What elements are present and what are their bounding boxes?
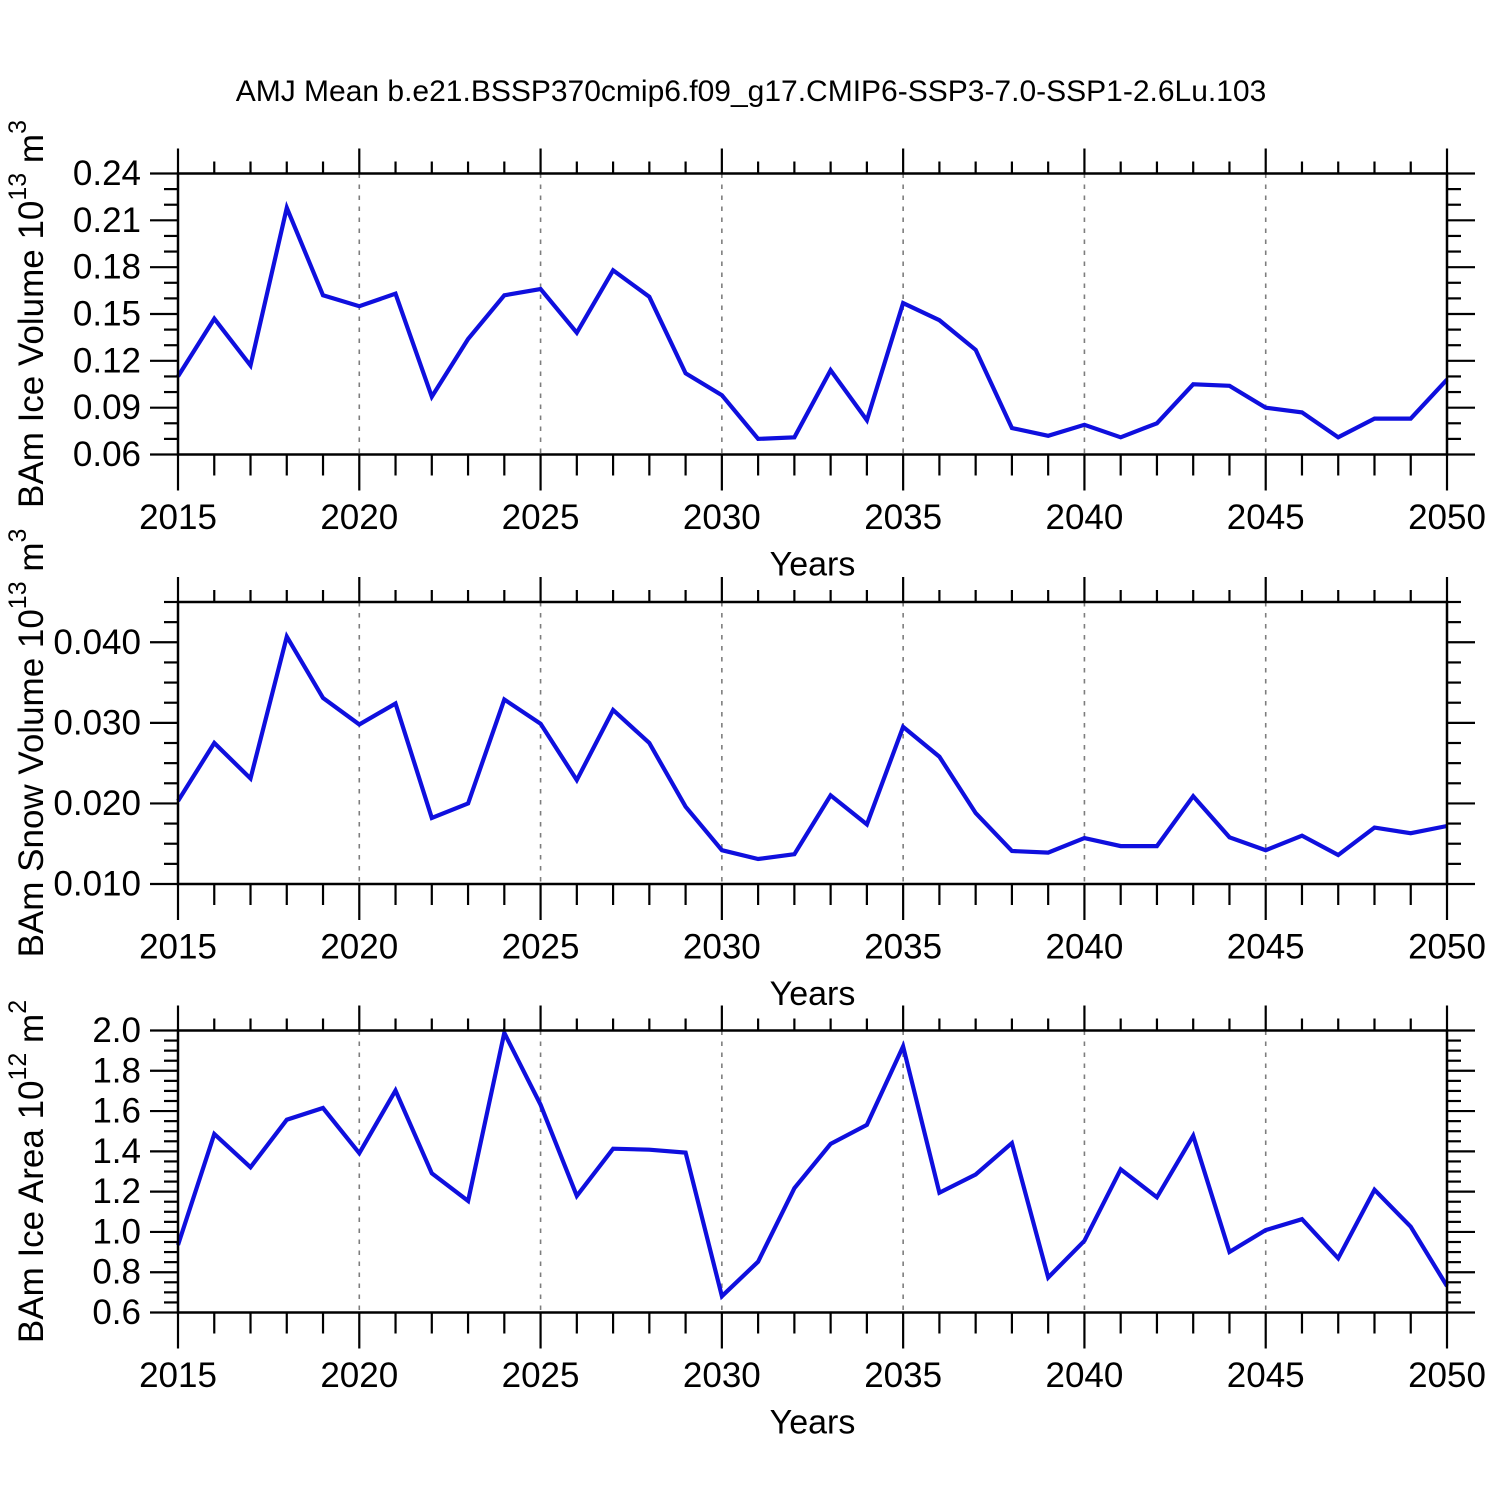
x-tick-label-ice-area-2035: 2035 [864,1356,942,1395]
x-tick-label-ice-volume-2045: 2045 [1227,498,1305,537]
x-tick-label-snow-volume-2030: 2030 [683,928,761,967]
tick-marks-snow-volume [150,577,1475,920]
y-tick-label-snow-volume-0.010: 0.010 [53,865,141,904]
y-axis-title-ice-volume: BAm Ice Volume 1013 m3 [4,120,51,508]
y-axis-title-ice-area: BAm Ice Area 1012 m2 [4,1000,51,1343]
x-tick-label-ice-volume-2025: 2025 [502,498,580,537]
ice-volume-series-line [176,200,1449,442]
tick-marks-ice-area [150,1005,1475,1349]
y-tick-label-ice-volume-0.21: 0.21 [73,201,141,240]
x-tick-label-snow-volume-2020: 2020 [320,928,398,967]
ice-area-series-line [176,1026,1449,1301]
y-tick-label-ice-volume-0.18: 0.18 [73,248,141,287]
x-tick-label-snow-volume-2035: 2035 [864,928,942,967]
x-axis-title-snow-volume: Years [770,975,856,1013]
x-tick-label-snow-volume-2015: 2015 [139,928,217,967]
panels-group: 0.06 0.09 0.12 0.15 0.18 0.21 0.24 2015 2020 2025… [4,120,1486,1442]
x-tick-label-snow-volume-2050: 2050 [1408,928,1486,967]
panel-ice-volume: 0.06 0.09 0.12 0.15 0.18 0.21 0.24 2015 2020 2025… [4,120,1486,584]
y-tick-label-snow-volume-0.040: 0.040 [53,623,141,662]
x-tick-label-ice-volume-2050: 2050 [1408,498,1486,537]
snow-volume-series-line [176,631,1448,862]
x-tick-label-ice-volume-2035: 2035 [864,498,942,537]
x-tick-label-ice-volume-2030: 2030 [683,498,761,537]
y-tick-label-ice-area-0.8: 0.8 [92,1253,141,1292]
x-tick-label-ice-area-2020: 2020 [320,1356,398,1395]
y-axis-title-snow-volume: BAm Snow Volume 1013 m3 [4,529,51,958]
y-tick-label-ice-area-1.4: 1.4 [92,1132,141,1171]
x-tick-label-snow-volume-2040: 2040 [1045,928,1123,967]
tick-marks-ice-volume [150,148,1475,491]
x-axis-title-ice-volume: Years [770,546,856,584]
x-tick-label-ice-volume-2040: 2040 [1045,498,1123,537]
x-tick-label-snow-volume-2025: 2025 [502,928,580,967]
y-tick-label-ice-area-1.2: 1.2 [92,1172,141,1211]
y-tick-label-ice-volume-0.06: 0.06 [73,435,141,474]
x-tick-label-ice-area-2030: 2030 [683,1356,761,1395]
x-tick-label-ice-area-2050: 2050 [1408,1356,1486,1395]
y-tick-label-ice-area-1.8: 1.8 [92,1051,141,1090]
plot-frame-ice-volume [176,172,1449,456]
panel-ice-area: 0.60.81.01.21.41.61.82.0 2015 2020 2025 2030… [4,1000,1486,1442]
x-tick-label-snow-volume-2045: 2045 [1227,928,1305,967]
x-tick-label-ice-area-2025: 2025 [502,1356,580,1395]
figure-title: AMJ Mean b.e21.BSSP370cmip6.f09_g17.CMIP… [236,75,1267,108]
y-tick-label-snow-volume-0.020: 0.020 [53,784,141,823]
x-tick-label-ice-volume-2015: 2015 [139,498,217,537]
x-axis-title-ice-area: Years [770,1404,856,1442]
x-tick-label-ice-area-2045: 2045 [1227,1356,1305,1395]
y-tick-label-ice-volume-0.24: 0.24 [73,154,141,193]
y-tick-label-ice-volume-0.15: 0.15 [73,295,141,334]
plot-frame-ice-area [176,1029,1449,1314]
y-tick-label-ice-area-1.0: 1.0 [92,1212,141,1251]
y-tick-label-snow-volume-0.030: 0.030 [53,703,141,742]
y-tick-label-ice-area-1.6: 1.6 [92,1092,141,1131]
x-tick-label-ice-area-2040: 2040 [1045,1356,1123,1395]
y-tick-label-ice-volume-0.09: 0.09 [73,388,141,427]
x-tick-label-ice-area-2015: 2015 [139,1356,217,1395]
panel-snow-volume: 0.010 0.020 0.030 0.040 2015 2020 2025 2030 2035… [4,529,1486,1013]
y-tick-label-ice-area-2.0: 2.0 [92,1011,141,1050]
x-tick-label-ice-volume-2020: 2020 [320,498,398,537]
plot-frame-snow-volume [176,600,1449,886]
y-tick-label-ice-area-0.6: 0.6 [92,1293,141,1332]
y-tick-label-ice-volume-0.12: 0.12 [73,341,141,380]
